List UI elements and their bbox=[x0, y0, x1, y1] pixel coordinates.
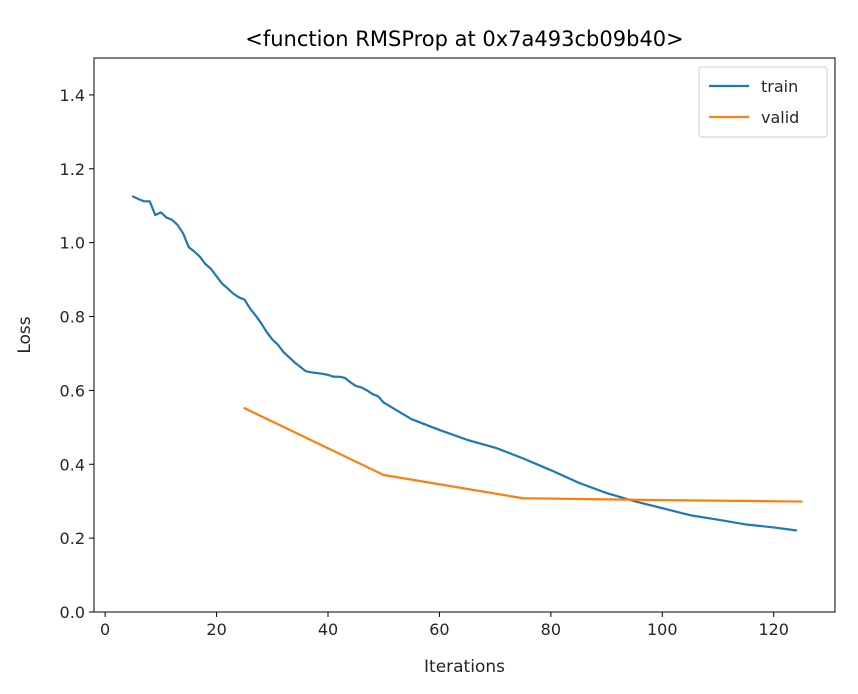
x-tick-label: 100 bbox=[647, 620, 678, 639]
series-line-train bbox=[131, 195, 798, 532]
y-tick-label: 1.0 bbox=[60, 234, 85, 253]
y-tick-label: 0.8 bbox=[60, 308, 85, 327]
plot-frame bbox=[93, 57, 836, 613]
x-tick-label: 120 bbox=[758, 620, 789, 639]
x-tick-label: 40 bbox=[318, 620, 338, 639]
y-tick-label: 0.0 bbox=[60, 603, 85, 622]
axes: 0 20 40 60 80 100 120 0.0 0.2 0.4 0.6 0.8 1.0 1.2 1.4 bbox=[60, 57, 836, 639]
y-tick-label: 0.2 bbox=[60, 529, 85, 548]
legend-label-train: train bbox=[761, 77, 798, 96]
x-tick-label: 20 bbox=[206, 620, 226, 639]
legend: train valid bbox=[698, 66, 828, 138]
y-tick-label: 1.2 bbox=[60, 160, 85, 179]
y-axis-title: Loss bbox=[15, 316, 35, 353]
chart-title: <function RMSProp at 0x7a493cb09b40> bbox=[245, 27, 684, 51]
legend-label-valid: valid bbox=[761, 108, 799, 127]
x-tick-label: 0 bbox=[100, 620, 110, 639]
y-tick-label: 1.4 bbox=[60, 86, 85, 105]
series-line-valid bbox=[243, 407, 803, 503]
x-tick-label: 80 bbox=[541, 620, 561, 639]
legend-box bbox=[698, 66, 828, 138]
x-tick-label: 60 bbox=[429, 620, 449, 639]
y-tick-label: 0.6 bbox=[60, 381, 85, 400]
y-tick-label: 0.4 bbox=[60, 455, 85, 474]
plot-area bbox=[131, 195, 803, 532]
x-axis-title: Iterations bbox=[424, 657, 505, 677]
